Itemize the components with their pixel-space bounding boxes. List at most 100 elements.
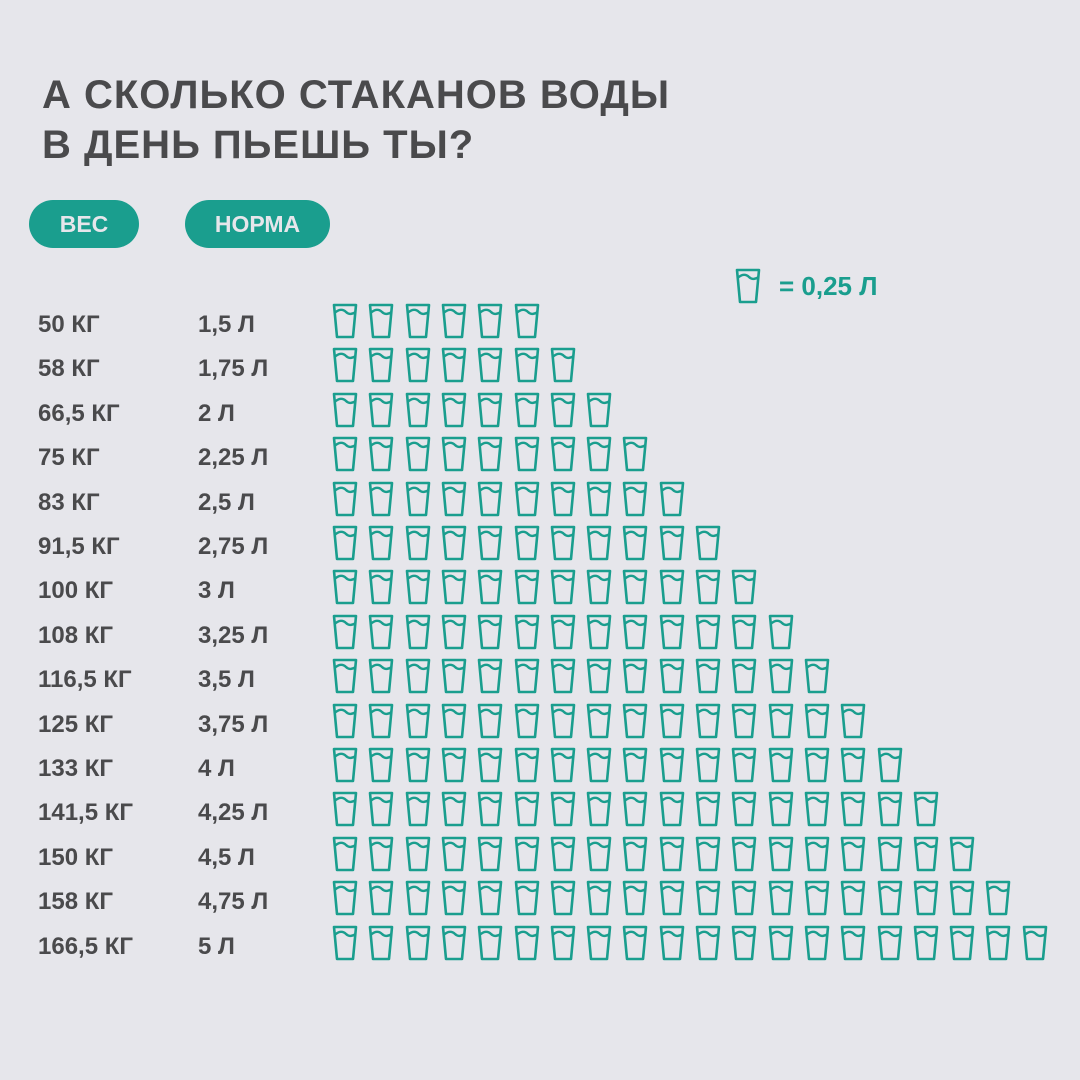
water-glass-icon xyxy=(477,925,503,966)
norm-label: 2,5 Л xyxy=(198,488,255,516)
water-glass-icon xyxy=(441,392,467,433)
water-glass-icon xyxy=(768,703,794,744)
water-glass-icon xyxy=(877,925,903,966)
water-glass-icon xyxy=(477,436,503,477)
water-glass-icon xyxy=(731,569,757,610)
water-glass-icon xyxy=(332,747,358,788)
water-glass-icon xyxy=(622,703,648,744)
weight-label: 166,5 КГ xyxy=(38,932,133,960)
weight-label: 116,5 КГ xyxy=(38,666,132,694)
water-glass-icon xyxy=(622,436,648,477)
norm-label: 4,25 Л xyxy=(198,799,269,827)
water-glass-icon xyxy=(695,836,721,877)
water-glass-icon xyxy=(405,836,431,877)
water-glass-icon xyxy=(368,703,394,744)
norm-label: 4,75 Л xyxy=(198,888,269,916)
water-glass-icon xyxy=(332,836,358,877)
norm-label: 3,5 Л xyxy=(198,666,255,694)
weight-header-pill: ВЕС xyxy=(29,200,139,248)
water-glass-icon xyxy=(622,481,648,522)
water-glass-icon xyxy=(913,880,939,921)
water-glass-icon xyxy=(586,392,612,433)
water-glass-icon xyxy=(477,658,503,699)
norm-label: 3 Л xyxy=(198,577,235,605)
water-glass-icon xyxy=(332,347,358,388)
water-glass-icon xyxy=(514,747,540,788)
water-glass-icon xyxy=(332,925,358,966)
water-glass-icon xyxy=(622,836,648,877)
water-glass-icon xyxy=(586,925,612,966)
water-glass-icon xyxy=(735,268,761,304)
water-glass-icon xyxy=(804,791,830,832)
water-glass-icon xyxy=(622,925,648,966)
water-glass-icon xyxy=(368,658,394,699)
water-glass-icon xyxy=(441,747,467,788)
water-glass-icon xyxy=(405,303,431,344)
water-glass-icon xyxy=(477,836,503,877)
water-glass-icon xyxy=(695,925,721,966)
weight-label: 91,5 КГ xyxy=(38,533,120,560)
water-glass-icon xyxy=(514,303,540,344)
weight-label: 150 КГ xyxy=(38,843,113,871)
water-glass-icon xyxy=(441,836,467,877)
water-glass-icon xyxy=(586,747,612,788)
water-glass-icon xyxy=(586,703,612,744)
water-glass-icon xyxy=(695,791,721,832)
table-row: 108 КГ 3,25 Л xyxy=(0,614,1080,658)
weight-label: 66,5 КГ xyxy=(38,399,120,427)
water-glass-icon xyxy=(441,791,467,832)
water-glass-icon xyxy=(913,925,939,966)
water-glass-icon xyxy=(659,791,685,832)
water-glass-icon xyxy=(477,347,503,388)
norm-label: 3,75 Л xyxy=(198,710,269,738)
water-glass-icon xyxy=(949,836,975,877)
water-glass-icon xyxy=(586,436,612,477)
water-glass-icon xyxy=(586,481,612,522)
water-glass-icon xyxy=(332,525,358,566)
water-glass-icon xyxy=(550,481,576,522)
water-glass-icon xyxy=(550,614,576,655)
water-glass-icon xyxy=(768,880,794,921)
water-glass-icon xyxy=(659,925,685,966)
water-glass-icon xyxy=(659,614,685,655)
water-glass-icon xyxy=(985,880,1011,921)
water-glass-icon xyxy=(477,303,503,344)
water-glass-icon xyxy=(405,392,431,433)
water-glass-icon xyxy=(332,303,358,344)
water-glass-icon xyxy=(659,569,685,610)
water-glass-icon xyxy=(768,614,794,655)
water-glass-icon xyxy=(441,569,467,610)
water-glass-icon xyxy=(514,569,540,610)
water-glass-icon xyxy=(368,392,394,433)
table-row: 58 КГ 1,75 Л xyxy=(0,347,1080,391)
water-glass-icon xyxy=(477,392,503,433)
water-glass-icon xyxy=(405,880,431,921)
water-glass-icon xyxy=(731,747,757,788)
water-glass-icon xyxy=(804,747,830,788)
page-title: А СКОЛЬКО СТАКАНОВ ВОДЫ В ДЕНЬ ПЬЕШЬ ТЫ? xyxy=(42,70,670,170)
legend: = 0,25 Л xyxy=(735,268,877,304)
water-glass-icon xyxy=(477,703,503,744)
water-glass-icon xyxy=(368,614,394,655)
water-glass-icon xyxy=(695,569,721,610)
water-glass-icon xyxy=(332,614,358,655)
water-glass-icon xyxy=(550,836,576,877)
water-glass-icon xyxy=(622,614,648,655)
table-row: 50 КГ 1,5 Л xyxy=(0,303,1080,347)
water-glass-icon xyxy=(659,703,685,744)
table-row: 125 КГ 3,75 Л xyxy=(0,703,1080,747)
water-glass-icon xyxy=(332,392,358,433)
water-glass-icon xyxy=(768,658,794,699)
water-glass-icon xyxy=(877,791,903,832)
weight-label: 141,5 КГ xyxy=(38,799,133,827)
water-glass-icon xyxy=(514,880,540,921)
water-glass-icon xyxy=(659,658,685,699)
weight-label: 58 КГ xyxy=(38,355,100,383)
table-row: 100 КГ 3 Л xyxy=(0,569,1080,613)
water-glass-icon xyxy=(514,436,540,477)
water-glass-icon xyxy=(477,791,503,832)
water-glass-icon xyxy=(949,925,975,966)
water-glass-icon xyxy=(405,747,431,788)
water-glass-icon xyxy=(368,436,394,477)
water-glass-icon xyxy=(405,658,431,699)
